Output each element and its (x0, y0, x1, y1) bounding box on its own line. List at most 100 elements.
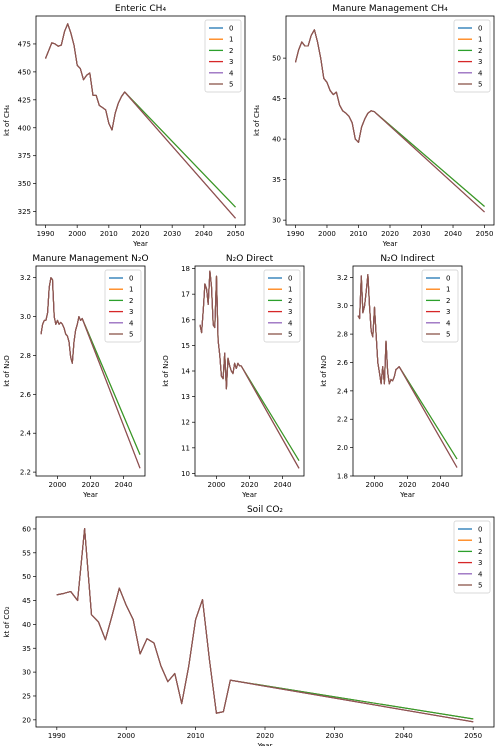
x-tick-label: 2040 (432, 481, 450, 489)
series-line-3 (56, 527, 474, 723)
series-group (294, 29, 485, 213)
legend-label: 5 (446, 331, 450, 339)
legend-label: 0 (288, 275, 292, 283)
series-group (40, 277, 141, 469)
x-tick-label: 2030 (413, 230, 431, 238)
y-tick-label: 35 (22, 645, 31, 653)
y-tick-label: 2.6 (337, 359, 349, 367)
chart-panel: Manure Management N₂O 2000 2020 2040 2.2 2.4 2… (3, 254, 149, 499)
x-tick-label: 2040 (115, 481, 133, 489)
y-tick-label: 60 (22, 525, 31, 533)
chart-title: N₂O Direct (226, 254, 274, 264)
legend-label: 1 (229, 36, 233, 44)
legend-label: 2 (478, 548, 482, 556)
x-tick-label: 2020 (256, 732, 274, 740)
y-tick-label: 425 (18, 96, 31, 104)
x-axis-label: Year (82, 491, 98, 499)
legend-label: 1 (478, 537, 482, 545)
x-tick-label: 2000 (68, 230, 86, 238)
x-tick-label: 2030 (163, 230, 181, 238)
x-tick-label: 2020 (381, 230, 399, 238)
chart-title: N₂O Indirect (380, 254, 435, 264)
x-axis-label: Year (132, 240, 148, 248)
y-tick-label: 2.2 (20, 469, 31, 477)
x-tick-label: 2030 (325, 732, 343, 740)
series-line-1 (56, 527, 474, 720)
x-tick-label: 2010 (100, 230, 118, 238)
legend-label: 3 (478, 58, 482, 66)
legend-label: 3 (229, 58, 233, 66)
axes-frame (35, 516, 495, 728)
chart-title: Enteric CH₄ (115, 4, 167, 14)
y-tick-label: 50 (272, 55, 281, 63)
y-tick-label: 25 (22, 692, 31, 700)
y-tick-label: 3.0 (337, 302, 348, 310)
legend: 0 1 2 3 4 5 (421, 269, 459, 343)
chart-panel: Enteric CH₄ 1990 2000 2010 2020 2030 2040 2050 3… (3, 4, 246, 248)
legend-label: 2 (446, 297, 450, 305)
legend-label: 2 (129, 297, 133, 305)
legend-label: 4 (446, 319, 451, 327)
y-tick-label: 2.2 (337, 416, 348, 424)
legend: 0 1 2 3 4 5 (453, 520, 491, 594)
y-tick-label: 12 (181, 419, 190, 427)
legend: 0 1 2 3 4 5 (453, 19, 491, 93)
legend-box (453, 19, 491, 93)
legend-label: 2 (229, 47, 233, 55)
y-tick-label: 50 (22, 573, 31, 581)
x-tick-label: 2000 (318, 230, 336, 238)
x-tick-label: 2040 (195, 230, 213, 238)
y-tick-label: 40 (22, 621, 31, 629)
y-axis-label: kt of N₂O (162, 355, 170, 387)
series-line-0 (56, 527, 474, 720)
y-tick-label: 2.4 (337, 387, 349, 395)
x-tick-label: 2020 (132, 230, 150, 238)
legend-label: 0 (129, 275, 133, 283)
chart-title: Soil CO₂ (247, 505, 283, 515)
legend-label: 1 (129, 286, 133, 294)
chart-title: Manure Management CH₄ (332, 4, 448, 14)
legend-box (263, 269, 301, 343)
legend-box (204, 19, 242, 93)
legend-label: 3 (478, 559, 482, 567)
x-tick-label: 1990 (37, 230, 55, 238)
series-group (56, 527, 474, 723)
y-axis-label: kt of CH₄ (253, 105, 261, 136)
legend-label: 0 (478, 25, 482, 33)
legend-box (104, 269, 142, 343)
legend-label: 5 (129, 331, 133, 339)
series-line-4 (56, 527, 474, 723)
legend-label: 5 (288, 331, 292, 339)
y-tick-label: 15 (181, 342, 190, 350)
y-axis-label: kt of CO₂ (3, 606, 11, 637)
series-line-5 (44, 23, 236, 219)
x-tick-label: 2010 (187, 732, 205, 740)
y-tick-label: 17 (181, 291, 190, 299)
y-tick-label: 14 (181, 368, 190, 376)
y-tick-label: 3.2 (337, 274, 348, 282)
x-tick-label: 2040 (444, 230, 462, 238)
y-tick-label: 2.8 (20, 352, 31, 360)
y-tick-label: 18 (181, 265, 190, 273)
legend-label: 3 (446, 308, 450, 316)
x-tick-label: 1990 (287, 230, 305, 238)
legend-label: 5 (229, 81, 233, 89)
series-line-5 (56, 527, 474, 723)
x-tick-label: 2040 (274, 481, 292, 489)
y-tick-label: 45 (22, 597, 31, 605)
series-line-5 (294, 29, 485, 213)
y-tick-label: 55 (22, 549, 31, 557)
legend-label: 4 (478, 69, 483, 77)
y-tick-label: 475 (18, 40, 31, 48)
legend-label: 4 (478, 570, 483, 578)
chart-panel: N₂O Indirect 2000 2020 2040 1.8 2.0 2.2 2.4 2.6 2… (320, 254, 463, 499)
legend-box (453, 520, 491, 594)
y-tick-label: 2.0 (337, 444, 348, 452)
series-group (357, 273, 458, 468)
y-tick-label: 40 (272, 136, 281, 144)
y-tick-label: 350 (18, 180, 31, 188)
x-tick-label: 2050 (476, 230, 494, 238)
